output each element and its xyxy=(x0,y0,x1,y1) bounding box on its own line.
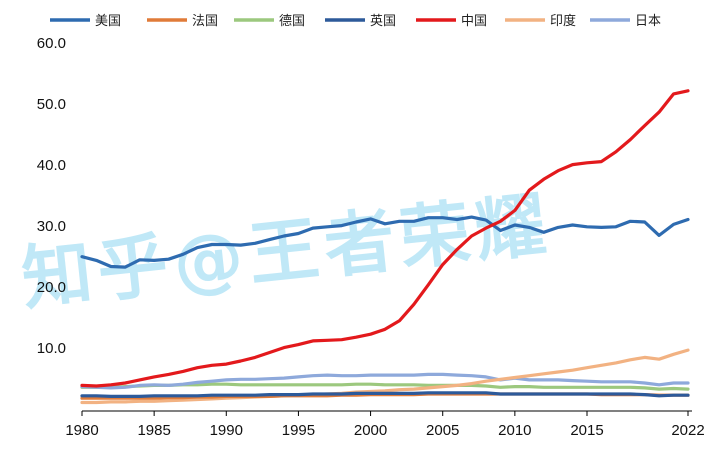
series-line-7 xyxy=(80,372,690,390)
series-line-5 xyxy=(80,89,690,388)
y-tick-label: 20.0 xyxy=(37,279,66,296)
legend-label: 中国 xyxy=(461,14,487,29)
x-tick-label: 2000 xyxy=(354,422,387,439)
series-layer xyxy=(80,89,690,405)
y-tick-label: 60.0 xyxy=(37,35,66,52)
x-tick-label: 2005 xyxy=(426,422,459,439)
series-line-4 xyxy=(80,391,690,398)
legend-item: 英国 xyxy=(325,14,396,29)
axes: 1980 1985 1990 1995 2000 2005 2010 2015 2022 60.… xyxy=(37,35,705,439)
legend-label: 日本 xyxy=(635,14,661,29)
x-tick-label: 2022 xyxy=(671,422,704,439)
y-tick-label: 50.0 xyxy=(37,96,66,113)
legend-item: 美国 xyxy=(50,14,121,29)
x-tick-label: 2010 xyxy=(498,422,531,439)
legend-label: 英国 xyxy=(370,14,396,29)
x-axis-ticks: 1980 1985 1990 1995 2000 2005 2010 2015 2022 xyxy=(65,411,705,439)
x-tick-label: 1985 xyxy=(137,422,170,439)
legend-item: 中国 xyxy=(416,14,487,29)
y-tick-label: 30.0 xyxy=(37,218,66,235)
legend-item: 日本 xyxy=(590,14,661,29)
series-line-1 xyxy=(80,215,690,269)
legend-label: 印度 xyxy=(550,13,576,29)
legend-label: 美国 xyxy=(95,14,121,29)
x-tick-label: 2015 xyxy=(570,422,603,439)
x-tick-label: 1995 xyxy=(282,422,315,439)
y-tick-label: 10.0 xyxy=(37,340,66,357)
legend-item: 印度 xyxy=(505,13,576,29)
series-line-6 xyxy=(80,348,690,405)
x-tick-label: 1990 xyxy=(210,422,243,439)
legend-item: 德国 xyxy=(234,14,305,29)
legend-label: 德国 xyxy=(279,14,305,29)
legend-label: 法国 xyxy=(192,14,218,29)
legend: 美国 法国 德国 英国 中国 印度 日本 xyxy=(50,13,661,29)
x-tick-label: 1980 xyxy=(65,422,98,439)
y-tick-label: 40.0 xyxy=(37,157,66,174)
y-axis-ticks: 60.0 50.0 40.0 30.0 20.0 10.0 xyxy=(37,35,66,357)
watermark: 知乎@王者荣耀 xyxy=(18,183,556,320)
legend-item: 法国 xyxy=(147,14,218,29)
watermark-text: 知乎@王者荣耀 xyxy=(18,183,556,320)
